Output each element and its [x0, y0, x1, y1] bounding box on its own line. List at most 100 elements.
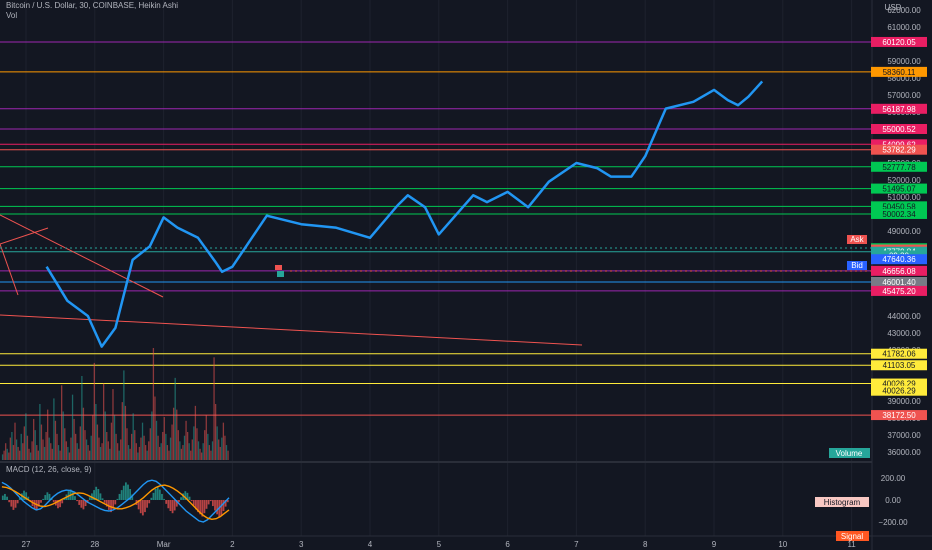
volume-bar	[78, 448, 80, 460]
macd-histogram-bar	[23, 490, 25, 500]
volume-bar	[174, 377, 176, 460]
ask-label: Ask	[850, 235, 864, 244]
volume-bar	[29, 452, 32, 460]
volume-bar	[101, 443, 103, 460]
macd-legend[interactable]: MACD (12, 26, close, 9)	[6, 465, 92, 474]
macd-histogram-bar	[180, 497, 182, 500]
volume-bar	[151, 411, 153, 460]
price-level-label: 47640.36	[882, 255, 916, 264]
macd-histogram-bar	[197, 500, 199, 513]
price-level-box	[871, 201, 927, 212]
volume-bar	[222, 422, 225, 460]
volume-bar	[33, 418, 35, 460]
volume-bar	[186, 432, 189, 460]
volume-bar	[3, 450, 5, 460]
price-level-label: 58360.11	[883, 68, 916, 77]
macd-histogram-bar	[214, 500, 216, 511]
macd-histogram-bar	[211, 500, 214, 507]
macd-histogram-bar	[95, 486, 98, 500]
price-tick-label: 37000.00	[887, 431, 921, 440]
macd-histogram-bar	[4, 493, 6, 500]
volume-bar	[67, 446, 69, 460]
macd-histogram-bar	[137, 500, 140, 510]
macd-histogram-bar	[190, 500, 193, 502]
price-level-label: 41103.05	[883, 361, 916, 370]
bid-tag: Bid	[847, 261, 867, 270]
volume-bar	[115, 433, 117, 460]
price-level-box	[871, 348, 927, 359]
volume-bar	[221, 437, 223, 460]
macd-histogram-bar	[158, 489, 161, 500]
price-tick-label: 62000.00	[887, 6, 921, 15]
macd-histogram-bar	[188, 496, 191, 500]
volume-bar	[194, 405, 197, 460]
volume-bar	[107, 441, 109, 460]
macd-histogram-bar	[173, 500, 176, 511]
volume-bar	[138, 446, 141, 460]
time-tick-label: Mar	[157, 540, 171, 549]
trendline-bottom[interactable]	[0, 314, 583, 346]
trendline-side[interactable]	[0, 243, 19, 296]
volume-bar	[162, 432, 164, 460]
price-levels	[0, 41, 872, 416]
volume-bar	[143, 435, 145, 460]
volume-bar	[26, 435, 29, 460]
macd-histogram-bar	[195, 500, 197, 510]
volume-bar	[70, 437, 72, 460]
volume-bar	[14, 422, 16, 460]
volume-bar	[157, 435, 159, 460]
macd-histogram-bar	[165, 500, 168, 504]
volume-bar	[219, 446, 221, 460]
macd-histogram-bar	[8, 500, 11, 503]
macd-histogram-bar	[161, 493, 163, 500]
volume-bar	[82, 407, 85, 460]
volume-bar	[9, 437, 11, 460]
macd-histogram-bar	[42, 498, 45, 500]
macd-histogram-bar	[86, 500, 89, 503]
volume-legend[interactable]: Vol	[6, 11, 18, 20]
volume-bar	[129, 448, 131, 460]
volume-bar	[31, 441, 33, 460]
macd-histogram-bar	[203, 500, 206, 514]
volume-bar	[75, 433, 77, 460]
volume-bar	[149, 428, 151, 460]
volume-bar	[84, 430, 86, 460]
volume-bar	[51, 448, 53, 460]
macd-histogram-bar	[33, 500, 36, 509]
signal-marker	[275, 265, 284, 277]
volume-bar	[160, 443, 162, 460]
macd-histogram-bar	[163, 498, 165, 500]
macd-histogram-bar	[93, 490, 95, 500]
macd-axis: 200.00 0.00 −200.00	[878, 474, 908, 527]
price-level-box	[871, 254, 927, 265]
trendline-lower[interactable]	[0, 227, 49, 245]
macd-histogram-bar	[37, 500, 40, 507]
volume-bar	[213, 357, 215, 460]
volume-bar	[61, 385, 63, 460]
macd-histogram-bar	[207, 500, 210, 505]
price-level-label: 52777.78	[882, 163, 916, 172]
volume-bar	[188, 443, 190, 460]
volume-bar	[23, 426, 25, 460]
volume-bar	[126, 428, 128, 460]
macd-histogram-bar	[59, 500, 62, 508]
time-axis[interactable]: 27 28 Mar 2 3 4 5 6 7 8 9 10 11	[22, 540, 857, 549]
price-level-box	[871, 103, 927, 114]
macd-histogram-bar	[44, 495, 47, 500]
price-tick-label: 58000.00	[887, 74, 921, 83]
macd-histogram-bar	[148, 500, 151, 504]
volume-bar	[216, 426, 218, 460]
chart-title-legend[interactable]: Bitcoin / U.S. Dollar, 30, COINBASE, Hei…	[6, 1, 179, 10]
macd-histogram-bar	[169, 500, 172, 511]
volume-bar	[65, 441, 67, 460]
macd-histogram-bar	[224, 500, 227, 507]
macd-histogram-bar	[71, 492, 74, 500]
volume-bar	[185, 420, 187, 460]
macd-histogram-bar	[150, 497, 153, 500]
volume-bar	[37, 450, 39, 460]
trendline-upper[interactable]	[0, 214, 164, 298]
time-tick-label: 2	[230, 540, 235, 549]
volume-bar	[106, 432, 108, 460]
volume-bar	[1, 454, 4, 460]
